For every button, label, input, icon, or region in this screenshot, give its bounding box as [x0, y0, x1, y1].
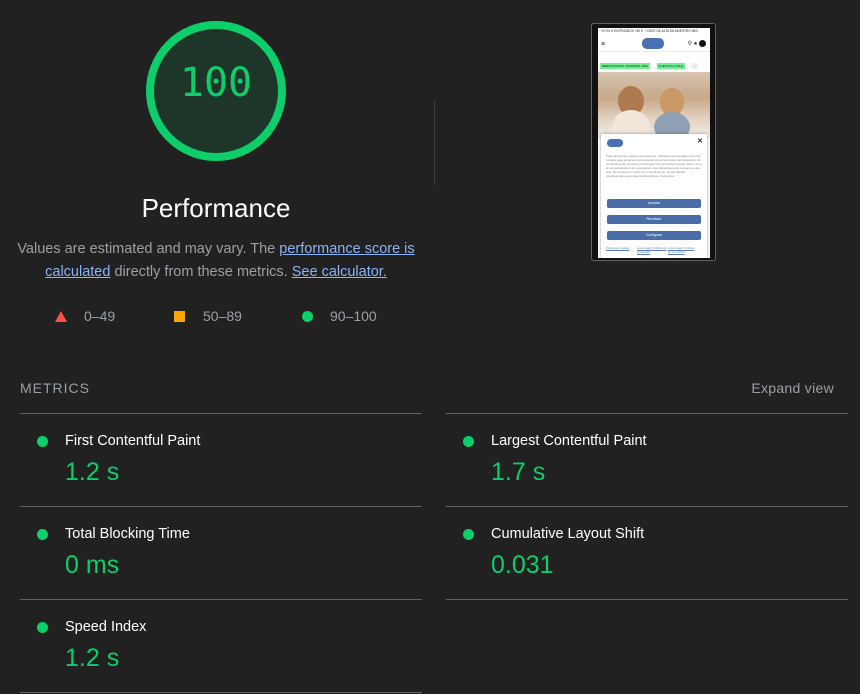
close-icon[interactable]: ✕	[697, 138, 703, 145]
pass-circle-icon	[463, 529, 474, 540]
site-logo	[642, 38, 664, 49]
menu-icon: ≡	[601, 41, 606, 48]
pass-circle-icon	[463, 436, 474, 447]
metrics-heading: METRICS	[20, 380, 90, 396]
legend-pass-label: 90–100	[330, 308, 377, 324]
legal-notice-link[interactable]: Aviso Legal y Política de privacidad	[668, 246, 695, 254]
pass-circle-icon	[37, 436, 48, 447]
pass-circle-icon	[37, 622, 48, 633]
metric-speed-index: Speed Index 1.2 s	[20, 600, 410, 692]
metric-cumulative-layout-shift: Cumulative Layout Shift 0.031	[446, 507, 836, 599]
circle-icon	[302, 311, 313, 322]
header-icons: ⚲ ●	[688, 40, 706, 47]
hero-child-right	[660, 88, 684, 116]
consent-links: Política de cookies Aviso legal y Polític…	[606, 246, 704, 254]
metric-first-contentful-paint: First Contentful Paint 1.2 s	[20, 414, 410, 506]
metric-value: 1.2 s	[65, 458, 120, 486]
divider	[446, 413, 848, 414]
final-screenshot[interactable]: YO 24 H EN PEDIDOS +50 € · ! DATE DE ALT…	[591, 23, 716, 261]
divider	[20, 599, 422, 600]
consent-text: Para ofrecer las mejores experiencias, u…	[606, 154, 702, 178]
metric-value: 0.031	[491, 551, 554, 579]
triangle-icon	[55, 311, 67, 322]
metric-name: Speed Index	[65, 619, 147, 635]
metric-name: Total Blocking Time	[65, 526, 190, 542]
legend-average-label: 50–89	[203, 308, 242, 324]
cookie-policy-link[interactable]: Política de cookies	[606, 246, 630, 250]
screenshot-nav: ≡ ⚲ ●	[598, 37, 710, 52]
pass-circle-icon	[37, 529, 48, 540]
divider	[20, 413, 422, 414]
metric-name: First Contentful Paint	[65, 433, 201, 449]
metric-value: 1.2 s	[65, 644, 120, 672]
metric-name: Cumulative Layout Shift	[491, 526, 645, 542]
score-value: 100	[179, 60, 253, 106]
metric-total-blocking-time: Total Blocking Time 0 ms	[20, 507, 410, 599]
cookie-consent-modal: ✕ Para ofrecer las mejores experiencias,…	[601, 134, 707, 258]
divider	[446, 506, 848, 507]
metric-value: 0 ms	[65, 551, 120, 579]
square-icon	[174, 311, 185, 322]
promo-tag: REBAJAS FINAL INVIERNO -50%	[600, 63, 651, 69]
divider	[20, 506, 422, 507]
hero-image	[598, 72, 710, 138]
description-text-2: directly from these metrics.	[110, 264, 292, 280]
vertical-divider	[434, 100, 435, 185]
score-legend: 0–49 50–89 90–100	[55, 307, 395, 327]
divider	[446, 599, 848, 600]
performance-score-link[interactable]: performance score is calculated	[45, 241, 415, 280]
score-gauge	[146, 21, 286, 161]
see-calculator-link[interactable]: See calculator.	[291, 264, 387, 280]
hero-child-right-body	[654, 112, 690, 138]
divider	[20, 692, 422, 693]
metric-name: Largest Contentful Paint	[491, 433, 647, 449]
metric-largest-contentful-paint: Largest Contentful Paint 1.7 s	[446, 414, 836, 506]
screenshot-screen: YO 24 H EN PEDIDOS +50 € · ! DATE DE ALT…	[598, 28, 710, 258]
cart-icon	[699, 40, 706, 47]
privacy-policy-link[interactable]: Aviso legal y Política de privacidad	[637, 246, 667, 254]
screenshot-topbar: YO 24 H EN PEDIDOS +50 € · ! DATE DE ALT…	[601, 29, 699, 33]
metric-value: 1.7 s	[491, 458, 546, 486]
reject-button[interactable]: Rechazar	[607, 215, 701, 224]
score-description: Values are estimated and may vary. The p…	[16, 238, 416, 284]
accept-button[interactable]: Aceptar	[607, 199, 701, 208]
screenshot-tags: REBAJAS FINAL INVIERNO -50% VUELTA AL CO…	[598, 52, 710, 69]
legend-fail-label: 0–49	[84, 308, 116, 324]
configure-button[interactable]: Configurar	[607, 231, 701, 240]
modal-logo	[607, 139, 623, 147]
promo-tag-ghost: ···	[691, 63, 699, 69]
hero-child-left-body	[612, 110, 650, 138]
category-title: Performance	[141, 193, 291, 223]
promo-tag: VUELTA AL COLE	[656, 63, 685, 69]
description-text: Values are estimated and may vary. The	[17, 241, 280, 257]
expand-view-toggle[interactable]: Expand view	[751, 380, 834, 396]
score-gauge-arc	[146, 21, 286, 161]
